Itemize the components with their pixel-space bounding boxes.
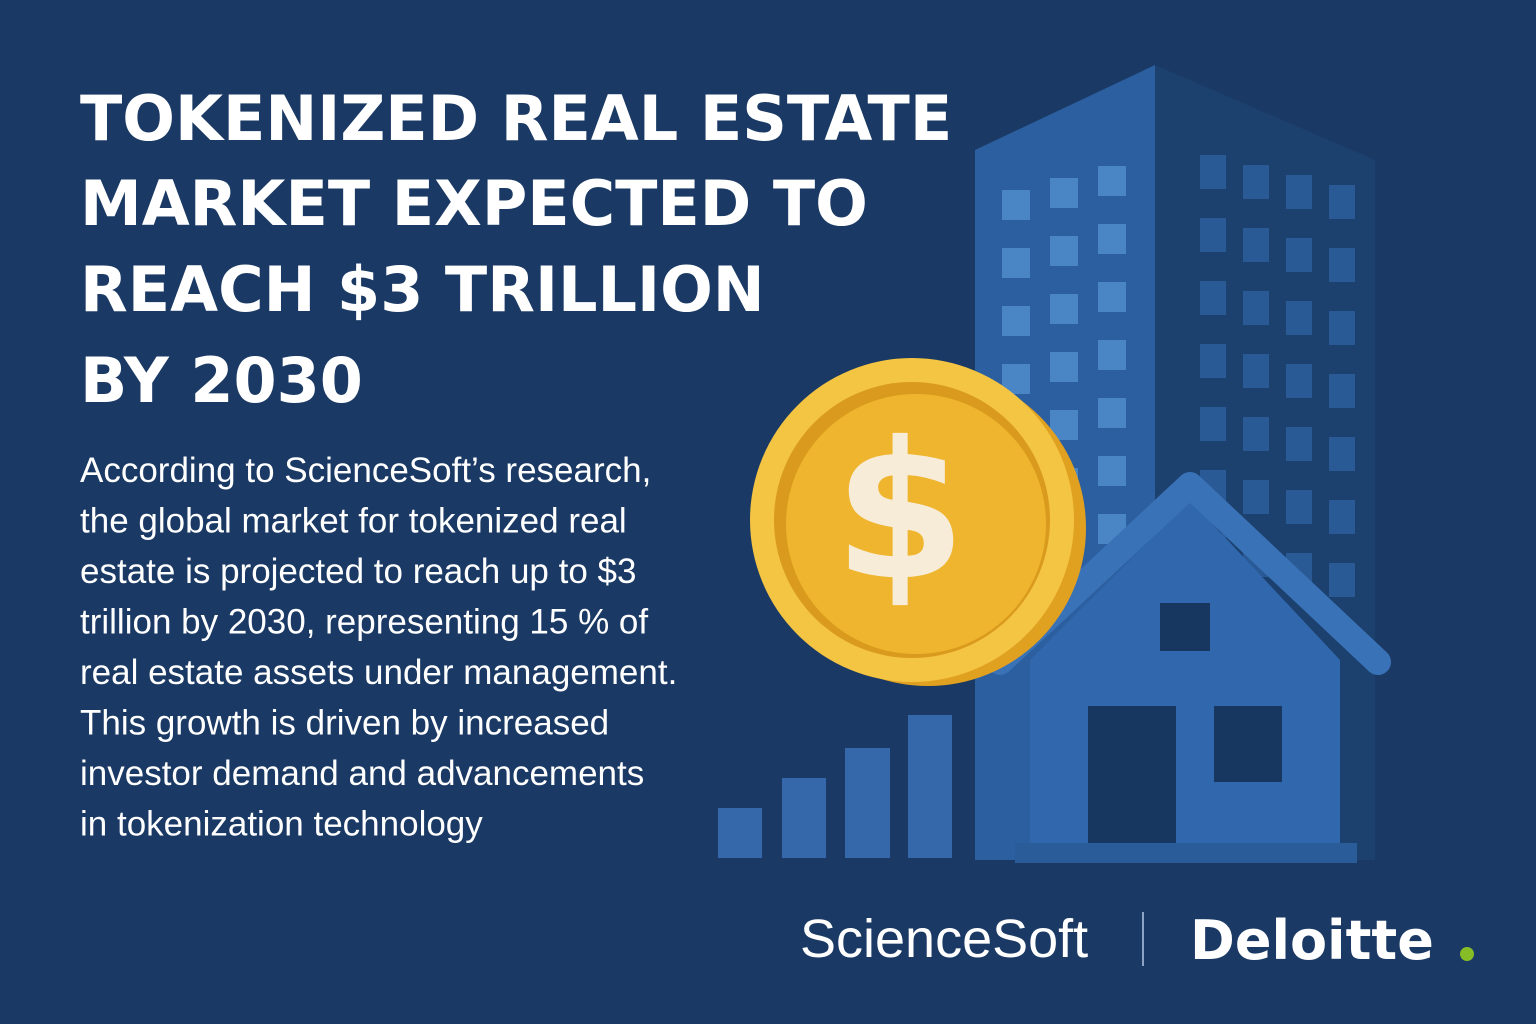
window <box>1243 417 1269 451</box>
window <box>1050 294 1078 324</box>
window <box>1329 563 1355 597</box>
window <box>1200 281 1226 315</box>
window <box>1098 282 1126 312</box>
window <box>1200 218 1226 252</box>
deloitte-logo: Deloitte <box>1190 909 1434 972</box>
window <box>1286 427 1312 461</box>
window <box>1098 224 1126 254</box>
window <box>1286 175 1312 209</box>
window <box>1200 344 1226 378</box>
window <box>1329 185 1355 219</box>
body-line: investor demand and advancements <box>80 754 644 793</box>
window <box>1002 248 1030 278</box>
title-line: REACH $3 TRILLION <box>80 253 765 326</box>
body-line: According to ScienceSoft’s research, <box>80 451 651 490</box>
body-line: real estate assets under management. <box>80 653 677 692</box>
body-line: the global market for tokenized real <box>80 502 627 541</box>
window <box>1098 166 1126 196</box>
window <box>1200 155 1226 189</box>
window <box>1243 354 1269 388</box>
body-line: This growth is driven by increased <box>80 704 609 743</box>
window <box>1050 178 1078 208</box>
window <box>1050 236 1078 266</box>
coin-symbol: $ <box>834 401 966 622</box>
window <box>1329 374 1355 408</box>
growth-bars-icon <box>718 715 952 858</box>
title-line: MARKET EXPECTED TO <box>80 167 868 240</box>
window <box>1286 238 1312 272</box>
window <box>1243 165 1269 199</box>
window <box>1243 480 1269 514</box>
window <box>1329 500 1355 534</box>
window <box>1329 248 1355 282</box>
title-line: TOKENIZED REAL ESTATE <box>80 82 952 155</box>
window <box>1050 352 1078 382</box>
window <box>1286 490 1312 524</box>
window <box>1098 456 1126 486</box>
title-line: BY 2030 <box>80 344 363 417</box>
window <box>1329 311 1355 345</box>
window <box>1286 364 1312 398</box>
window <box>1243 291 1269 325</box>
body-line: trillion by 2030, representing 15 % of <box>80 603 648 642</box>
window <box>1200 407 1226 441</box>
body-line: in tokenization technology <box>80 805 483 844</box>
sciencesoft-logo: ScienceSoft <box>800 909 1088 969</box>
window <box>1002 190 1030 220</box>
window <box>1243 228 1269 262</box>
deloitte-dot <box>1460 947 1474 961</box>
window <box>1098 340 1126 370</box>
window <box>1002 306 1030 336</box>
coin-icon: $ <box>750 358 1086 686</box>
window <box>1098 398 1126 428</box>
window <box>1286 301 1312 335</box>
body-line: estate is projected to reach up to $3 <box>80 552 636 591</box>
window <box>1329 437 1355 471</box>
